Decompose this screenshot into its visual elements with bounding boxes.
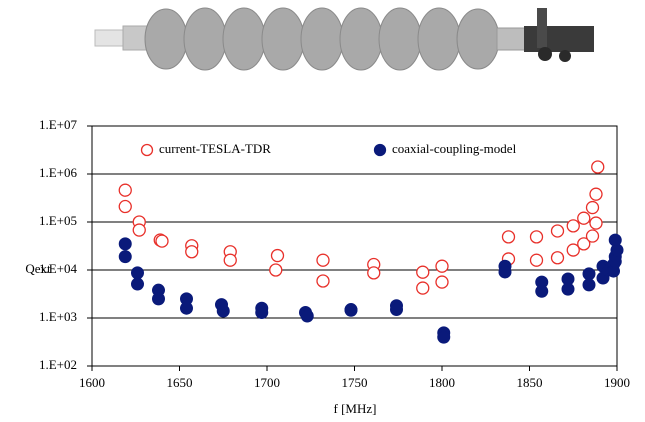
x-tick-label: 1850	[517, 375, 543, 390]
point	[566, 243, 580, 257]
point	[270, 248, 285, 263]
point	[435, 275, 449, 289]
point	[131, 266, 144, 280]
point	[589, 187, 603, 201]
point	[535, 284, 549, 298]
y-tick-label: 1.E+05	[39, 213, 77, 228]
y-tick-label: 1.E+02	[39, 357, 77, 372]
x-tick-label: 1650	[167, 375, 193, 390]
y-tick-label: 1.E+03	[39, 309, 77, 324]
point	[591, 160, 605, 174]
beam-pipe	[496, 27, 526, 51]
legend-label: current-TESLA-TDR	[159, 141, 271, 156]
point	[223, 253, 237, 267]
point	[435, 259, 449, 273]
x-tick-label: 1700	[254, 375, 280, 390]
point	[118, 199, 132, 214]
x-axis-label: f [MHz]	[334, 401, 377, 416]
legend-marker	[373, 143, 387, 157]
point	[566, 219, 580, 233]
point	[577, 237, 591, 251]
point	[131, 277, 144, 291]
point	[255, 306, 269, 320]
plot-frame	[91, 125, 618, 367]
point	[501, 230, 516, 244]
point	[390, 303, 403, 317]
point	[498, 265, 512, 279]
point	[367, 266, 381, 280]
point	[608, 233, 622, 247]
coupler	[538, 47, 552, 61]
antenna	[537, 8, 547, 48]
point	[437, 330, 451, 344]
y-tick-label: 1.E+07	[39, 117, 78, 132]
point	[300, 309, 314, 323]
x-tick-label: 1750	[342, 375, 368, 390]
point	[216, 304, 230, 318]
y-tick-label: 1.E+06	[39, 165, 78, 180]
point	[577, 211, 591, 225]
y-tick-label: 1.E+04	[39, 261, 78, 276]
point	[550, 251, 565, 265]
x-tick-label: 1900	[604, 375, 630, 390]
point	[118, 237, 132, 251]
point	[585, 229, 600, 243]
coupler	[559, 50, 571, 62]
point	[585, 200, 600, 215]
point	[582, 278, 596, 292]
legend-label: coaxial-coupling-model	[392, 141, 517, 156]
point	[316, 253, 330, 267]
point	[118, 250, 132, 264]
point	[118, 183, 132, 197]
point	[132, 223, 146, 237]
point	[550, 224, 565, 238]
x-tick-label: 1600	[79, 375, 105, 390]
cells	[144, 7, 500, 71]
point	[416, 281, 430, 295]
point	[589, 216, 603, 230]
legend-marker	[140, 143, 154, 157]
point	[561, 282, 575, 296]
beam-pipe	[94, 29, 126, 47]
point	[529, 230, 544, 244]
point	[529, 253, 544, 267]
cavity-illustration	[94, 7, 594, 71]
point	[180, 301, 193, 315]
point	[416, 265, 430, 279]
point	[582, 267, 596, 281]
y-axis-label: Qext	[25, 261, 51, 276]
coupler	[524, 26, 594, 52]
point	[185, 245, 199, 259]
point	[269, 263, 283, 277]
point	[316, 274, 330, 288]
point	[155, 234, 169, 248]
point	[152, 292, 165, 306]
point	[344, 303, 358, 317]
x-tick-label: 1800	[429, 375, 455, 390]
